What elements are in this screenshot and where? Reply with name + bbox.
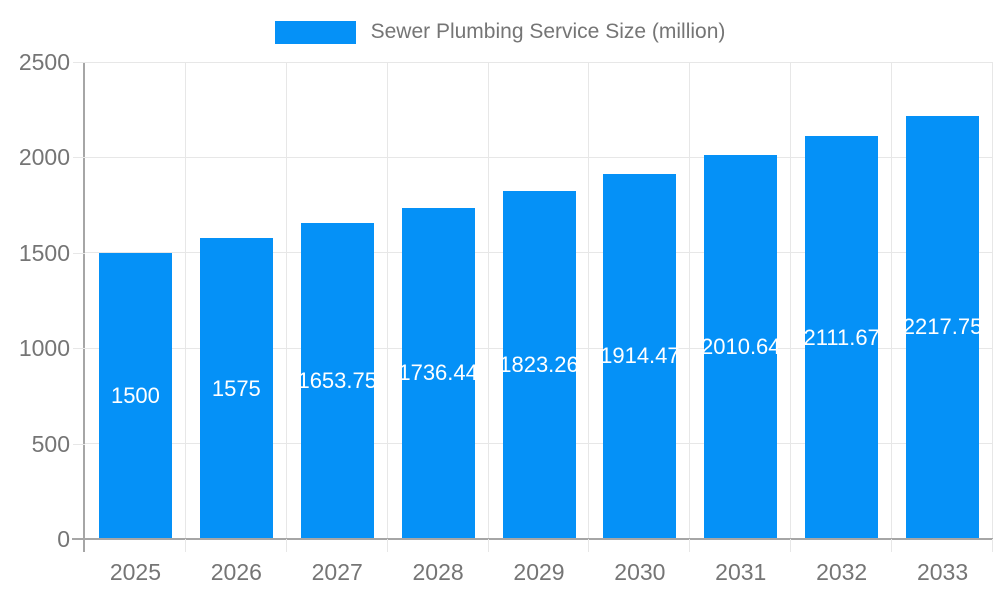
y-axis-line [83, 62, 85, 552]
y-axis-tick-label: 500 [31, 430, 70, 457]
bar: 2217.75 [903, 115, 982, 539]
v-gridline [588, 62, 590, 539]
bar: 1500 [98, 252, 172, 539]
bar: 1914.47 [600, 173, 680, 539]
y-axis-tick-label: 1500 [18, 239, 70, 266]
x-tick-mark [184, 539, 186, 552]
legend-label: Sewer Plumbing Service Size (million) [370, 20, 726, 43]
bar: 1575 [199, 238, 273, 539]
x-axis-line [72, 538, 993, 540]
h-gridline [85, 156, 993, 158]
y-tick-mark [73, 62, 85, 63]
v-gridline [487, 62, 489, 539]
y-axis-tick-label: 2000 [18, 144, 70, 171]
x-axis-tick-label: 2027 [311, 559, 363, 585]
plot-area: 1500 1575 1653.75 1736.44 1823.26 1914.47 2010… [85, 61, 993, 539]
x-tick-mark [588, 539, 590, 552]
x-axis-tick-label: 2030 [614, 559, 666, 585]
bar: 1736.44 [398, 207, 478, 539]
bar-value-label: 1653.75 [297, 368, 377, 394]
v-gridline [790, 62, 792, 539]
x-tick-mark [689, 539, 691, 552]
x-tick-mark [891, 539, 893, 552]
y-tick-mark [73, 252, 85, 254]
bar-value-label: 1823.26 [499, 352, 579, 378]
bar-value-label: 2217.75 [902, 314, 983, 340]
h-gridline [85, 61, 993, 63]
x-tick-mark [386, 539, 388, 552]
x-axis-tick-label: 2033 [916, 559, 969, 585]
legend: Sewer Plumbing Service Size (million) [0, 18, 1000, 46]
x-tick-mark [992, 539, 993, 552]
x-tick-mark [487, 539, 489, 552]
y-axis-tick-label: 2500 [18, 49, 70, 75]
v-gridline [689, 62, 691, 539]
bar-value-label: 1575 [211, 375, 261, 401]
legend-swatch [274, 20, 356, 44]
v-gridline [992, 62, 993, 539]
x-axis-tick-label: 2029 [513, 559, 565, 585]
y-axis-tick-label: 1000 [18, 335, 70, 362]
x-axis-tick-label: 2025 [109, 559, 162, 585]
x-axis-tick-label: 2032 [816, 559, 868, 585]
bar-value-label: 1736.44 [398, 360, 478, 386]
y-axis-tick-label: 0 [57, 526, 70, 552]
y-tick-mark [73, 348, 85, 350]
bar-value-label: 1914.47 [600, 343, 680, 369]
x-tick-mark [790, 539, 792, 552]
bar: 2010.64 [701, 155, 781, 539]
bar-value-label: 2010.64 [701, 334, 781, 360]
bar: 1653.75 [297, 223, 377, 539]
v-gridline [386, 62, 388, 539]
bar: 1823.26 [499, 191, 579, 539]
bar: 2111.67 [803, 136, 880, 539]
y-tick-mark [73, 157, 85, 159]
x-axis-tick-label: 2031 [715, 559, 767, 585]
v-gridline [891, 62, 893, 539]
x-tick-mark [285, 539, 287, 552]
bar-value-label: 2111.67 [803, 324, 880, 350]
v-gridline [184, 62, 186, 539]
x-axis-tick-label: 2026 [210, 559, 262, 585]
v-gridline [285, 62, 287, 539]
x-axis-tick-label: 2028 [412, 559, 464, 585]
bar-value-label: 1500 [110, 382, 160, 408]
y-tick-mark [73, 443, 85, 445]
